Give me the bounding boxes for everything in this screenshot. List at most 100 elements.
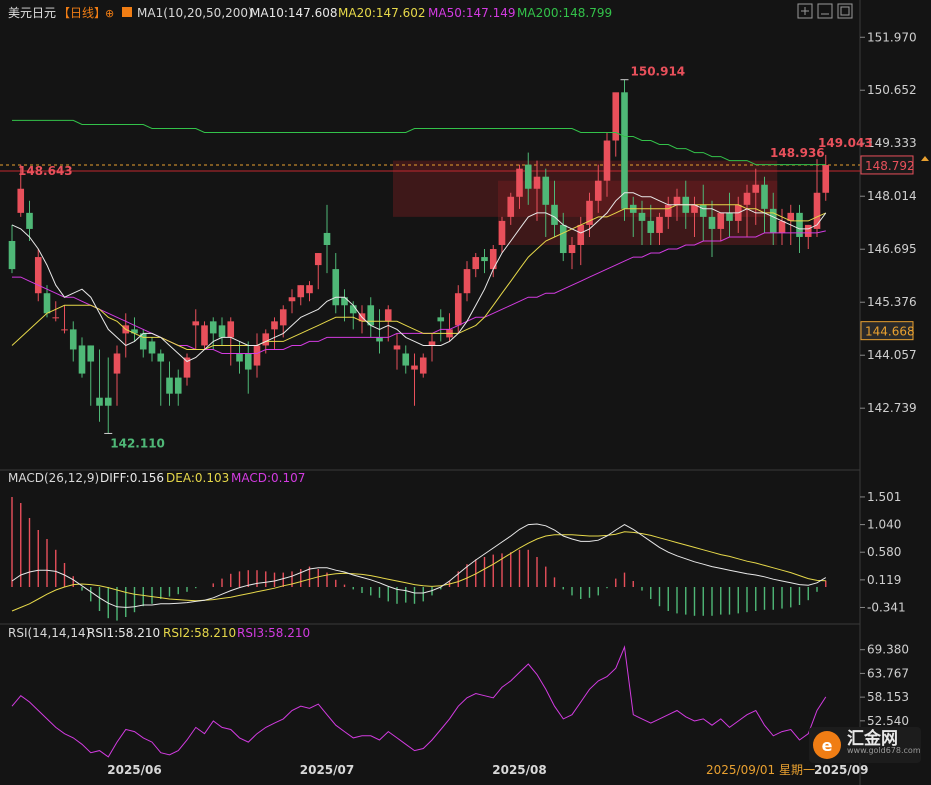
candle-body: [551, 204, 558, 225]
rsi-tick-label: 69.380: [867, 643, 909, 657]
x-axis-label: 2025/07: [300, 763, 354, 777]
candle-body: [393, 345, 401, 350]
ma200-line: [12, 119, 826, 166]
ma20-value: MA20:147.602: [338, 6, 426, 20]
candle-body: [778, 220, 786, 233]
candle-body: [148, 341, 156, 354]
candle-body: [559, 224, 567, 254]
candle-body: [52, 317, 60, 319]
current-price-box: [860, 155, 914, 175]
logo-url: www.gold678.com: [847, 746, 921, 755]
rsi-tick-label: 58.153: [867, 690, 909, 704]
candle-body: [227, 321, 235, 338]
price-tick-label: 149.333: [867, 136, 917, 150]
candle-body: [594, 180, 602, 201]
candle-body: [271, 321, 278, 330]
candle-body: [699, 204, 707, 217]
candle-body: [131, 329, 138, 334]
x-axis-last-label: 2025/09: [814, 763, 868, 777]
period-label[interactable]: 【日线】: [58, 6, 106, 20]
ma10-line: [11, 192, 827, 363]
high-annotation: 150.914: [631, 65, 686, 79]
target-icon[interactable]: ⊕: [105, 7, 114, 20]
range-zone: [393, 160, 778, 217]
candle-body: [664, 204, 672, 217]
candle-body: [43, 293, 51, 314]
candle-body: [104, 397, 112, 406]
candle-body: [262, 333, 270, 346]
rsi-line: [11, 645, 827, 758]
settings-icon[interactable]: [797, 3, 813, 19]
rsi-label: RSI(14,14,14): [8, 626, 90, 640]
candle-body: [673, 196, 681, 205]
candle-body: [656, 216, 663, 233]
candle-body: [638, 212, 646, 221]
candle-body: [691, 204, 698, 213]
price-tick-label: 146.695: [867, 242, 917, 256]
candle-body: [568, 245, 576, 254]
minimize-icon[interactable]: [817, 3, 833, 19]
candle-body: [498, 220, 506, 245]
macd-diff-value: DIFF:0.156: [100, 471, 164, 485]
diff-line: [11, 523, 827, 608]
candle-body: [113, 353, 121, 374]
candle-body: [647, 220, 655, 233]
candle-body: [586, 200, 593, 225]
candle-body: [813, 192, 821, 229]
candle-body: [17, 188, 25, 213]
candle-body: [516, 168, 523, 197]
candle-body: [542, 176, 550, 205]
candle-body: [621, 92, 628, 209]
candle-body: [96, 397, 103, 406]
price-tick-label: 148.014: [867, 189, 917, 203]
candle-body: [201, 325, 208, 346]
candle-body: [507, 196, 515, 217]
rsi-tick-label: 63.767: [867, 666, 909, 680]
restore-icon[interactable]: [837, 3, 853, 19]
rsi1-value: RSI1:58.210: [87, 626, 160, 640]
candle-body: [314, 253, 322, 266]
candle-body: [288, 297, 296, 302]
candle-body: [87, 345, 95, 362]
macd-label: MACD(26,12,9): [8, 471, 99, 485]
macd-dea-value: DEA:0.103: [166, 471, 229, 485]
candle-body: [244, 353, 252, 370]
price-tick-label: 150.652: [867, 83, 917, 97]
candle-body: [489, 249, 497, 270]
candle-body: [437, 317, 445, 322]
x-axis-label: 2025/06: [107, 763, 161, 777]
candle-body: [367, 305, 375, 326]
macd-tick-label: 0.119: [867, 573, 901, 587]
candle-body: [34, 257, 42, 294]
candle-body: [743, 192, 751, 205]
candle-body: [804, 224, 812, 237]
macd-tick-label: 0.580: [867, 545, 901, 559]
macd-tick-label: 1.040: [867, 518, 901, 532]
candle-body: [603, 140, 611, 181]
candle-body: [708, 216, 716, 229]
ma50-line: [12, 230, 826, 354]
candle-body: [577, 224, 585, 245]
price-tick-label: 151.970: [867, 30, 917, 44]
gold678-logo: e 汇金网 www.gold678.com: [809, 727, 921, 763]
rsi3-value: RSI3:58.210: [237, 626, 310, 640]
cross-price-box: [860, 321, 914, 341]
candle-body: [419, 357, 427, 374]
candle-body: [26, 212, 33, 229]
candle-body: [323, 232, 331, 245]
candle-body: [349, 305, 357, 314]
candle-body: [769, 208, 777, 233]
price-tick-label: 142.739: [867, 401, 917, 415]
macd-value: MACD:0.107: [231, 471, 305, 485]
price-arrow-icon: [921, 155, 929, 161]
cross-price-label: 144.668: [865, 325, 915, 339]
candle-body: [376, 337, 383, 342]
candle-body: [761, 184, 768, 209]
recent-high-annotation: 148.936: [770, 146, 825, 160]
macd-tick-label: -0.341: [867, 600, 906, 614]
indicator-icon[interactable]: [122, 7, 132, 17]
candle-body: [236, 353, 243, 362]
ma50-value: MA50:147.149: [428, 6, 516, 20]
x-axis-label: 2025/08: [492, 763, 546, 777]
